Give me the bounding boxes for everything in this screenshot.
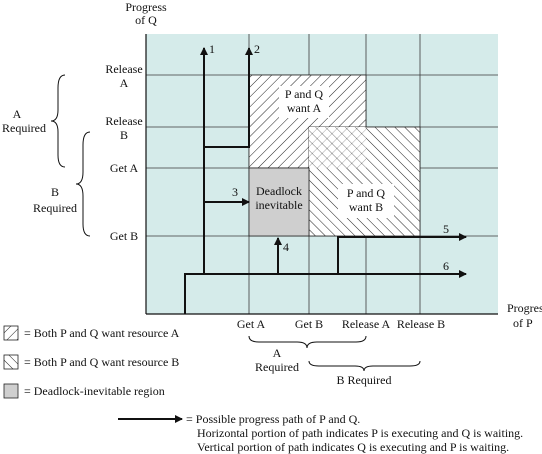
p-a-required-2: Required bbox=[255, 360, 299, 374]
path-2 bbox=[204, 47, 253, 148]
legend-swatch-deadlock bbox=[3, 383, 19, 399]
path-6 bbox=[184, 270, 467, 314]
x-tick-release-b: Release B bbox=[397, 317, 445, 331]
legend-path-line2: Horizontal portion of path indicates P i… bbox=[197, 426, 523, 440]
bracket-q-b-required bbox=[75, 131, 91, 237]
path-label-4: 4 bbox=[283, 240, 289, 254]
y-tick-release-a-2: A bbox=[120, 76, 129, 90]
path-label-5: 5 bbox=[443, 222, 449, 236]
want-a-label-bg bbox=[279, 86, 329, 118]
axes bbox=[145, 34, 498, 315]
region-label-deadlock-2: inevitable bbox=[255, 198, 302, 212]
legend-want-a: = Both P and Q want resource A bbox=[24, 326, 180, 340]
legend-deadlock: = Deadlock-inevitable region bbox=[24, 384, 165, 398]
q-b-required-2: Required bbox=[33, 201, 77, 215]
path-label-1: 1 bbox=[209, 42, 215, 56]
x-axis-title-1: Progress bbox=[507, 301, 542, 315]
y-tick-release-a-1: Release bbox=[105, 62, 142, 76]
legend-want-b: = Both P and Q want resource B bbox=[24, 355, 179, 369]
progress-paths bbox=[184, 47, 467, 314]
path-label-6: 6 bbox=[443, 259, 449, 273]
legend-swatch-want-a bbox=[3, 325, 19, 341]
y-axis-title-2: of Q bbox=[135, 13, 157, 27]
region-label-want-b-1: P and Q bbox=[347, 186, 386, 200]
bracket-q-a-required bbox=[50, 74, 66, 168]
x-tick-get-b: Get B bbox=[295, 317, 323, 331]
bracket-p-a-required bbox=[248, 335, 367, 349]
y-tick-get-a: Get A bbox=[110, 161, 139, 175]
p-a-required-1: A bbox=[273, 346, 282, 360]
region-label-want-a-1: P and Q bbox=[285, 87, 324, 101]
region-overlap-b bbox=[309, 127, 366, 168]
q-a-required-2: Required bbox=[2, 121, 46, 135]
q-b-required-1: B bbox=[51, 185, 59, 199]
x-tick-release-a: Release A bbox=[342, 317, 391, 331]
legend-path-line3: Vertical portion of path indicates Q is … bbox=[197, 440, 509, 454]
x-axis-title-2: of P bbox=[513, 316, 533, 330]
path-label-3: 3 bbox=[232, 185, 238, 199]
region-label-deadlock-1: Deadlock bbox=[256, 184, 302, 198]
legend-path-line1: = Possible progress path of P and Q. bbox=[186, 412, 360, 426]
y-axis-title-1: Progress bbox=[125, 0, 167, 14]
legend-swatch-want-b bbox=[3, 354, 19, 370]
x-tick-get-a: Get A bbox=[237, 317, 266, 331]
path-label-2: 2 bbox=[254, 42, 260, 56]
path-5 bbox=[337, 233, 467, 274]
want-b-label-bg bbox=[338, 184, 394, 218]
q-a-required-1: A bbox=[13, 107, 22, 121]
y-tick-release-b-1: Release bbox=[105, 114, 142, 128]
region-deadlock bbox=[248, 167, 310, 237]
region-label-want-a-2: want A bbox=[287, 101, 322, 115]
y-tick-release-b-2: B bbox=[120, 128, 128, 142]
y-tick-get-b: Get B bbox=[110, 229, 138, 243]
bracket-p-b-required bbox=[308, 360, 421, 372]
p-b-required: B Required bbox=[337, 373, 392, 387]
region-label-want-b-2: want B bbox=[349, 200, 383, 214]
